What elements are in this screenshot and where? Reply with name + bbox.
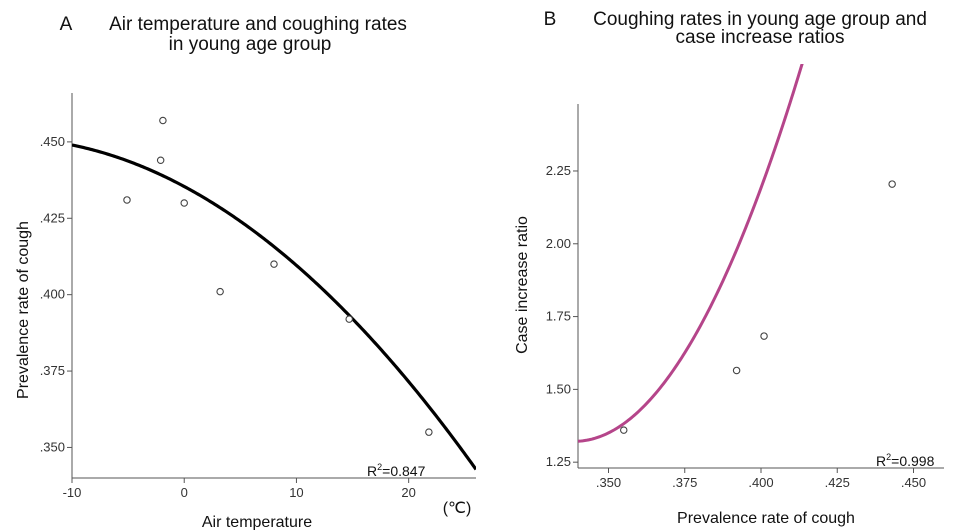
panel-b-y-tick-label: 1.25 — [546, 454, 571, 469]
panel-a-y-tick-label: .375 — [40, 363, 65, 378]
panel-b-plot: 1.25 1.50 1.75 2.00 2.25 .350 .375 .400 .425 .450 — [546, 64, 944, 490]
panel-b-x-tick-label: .375 — [672, 475, 697, 490]
panel-a-x-tick-label: 10 — [289, 485, 303, 500]
panel-a-data-point — [156, 156, 165, 164]
panel-a-letter: A — [60, 14, 73, 35]
panel-b-x-tick-label: .400 — [748, 475, 773, 490]
panel-b-title-line-1: Coughing rates in young age group and — [593, 9, 927, 30]
panel-a-y-tick-label: .400 — [40, 287, 65, 302]
panel-b-data-point — [760, 332, 768, 340]
panel-b-r-squared: R2=0.998 — [876, 452, 935, 469]
panel-a-x-tick-label: -10 — [63, 485, 82, 500]
panel-a-x-tick-label: 20 — [401, 485, 415, 500]
panel-a-data-point — [425, 428, 433, 436]
panel-b-letter: B — [544, 9, 557, 30]
panel-a: A Air temperature and coughing rates in … — [15, 14, 476, 530]
panel-a-title-line-1: Air temperature and coughing rates — [109, 14, 407, 35]
panel-b-x-tick-label: .350 — [596, 475, 621, 490]
panel-b-y-tick-label: 1.50 — [546, 381, 571, 396]
panel-a-y-tick-label: .425 — [40, 210, 65, 225]
panel-a-plot: .350 .375 .400 .425 .450 -10 0 10 20 — [40, 93, 476, 500]
panel-a-title-line-2: in young age group — [169, 34, 332, 55]
panel-b-y-axis-label: Case increase ratio — [514, 216, 531, 354]
panel-b: B Coughing rates in young age group and … — [514, 9, 944, 527]
panel-a-x-unit-label: (℃) — [443, 500, 472, 517]
panel-b-y-tick-label: 1.75 — [546, 309, 571, 324]
panel-b-x-axis-label: Prevalence rate of cough — [677, 510, 855, 527]
panel-b-data-point — [732, 366, 741, 375]
panel-b-y-tick-label: 2.25 — [546, 163, 571, 178]
panel-b-fit-curve — [578, 64, 804, 443]
panel-a-data-point — [345, 315, 353, 323]
panel-a-y-tick-label: .450 — [40, 134, 65, 149]
panel-a-data-point — [216, 287, 224, 296]
panel-a-fit-curve — [72, 143, 476, 471]
panel-b-title-line-2: case increase ratios — [676, 27, 845, 48]
panel-a-x-tick-label: 0 — [181, 485, 188, 500]
panel-a-y-axis-label: Prevalence rate of cough — [15, 221, 32, 399]
panel-b-y-tick-label: 2.00 — [546, 236, 571, 251]
panel-a-data-point — [180, 199, 188, 207]
panel-b-data-point — [888, 180, 896, 188]
panel-b-data-point — [619, 426, 628, 434]
panel-a-y-tick-label: .350 — [40, 439, 65, 454]
panel-a-x-axis-label: Air temperature — [202, 514, 312, 530]
panel-b-x-tick-label: .425 — [825, 475, 850, 490]
panel-a-r-squared: R2=0.847 — [367, 462, 426, 479]
panel-a-data-point — [270, 260, 278, 268]
panel-a-data-point — [159, 116, 167, 125]
panel-a-data-point — [123, 196, 131, 204]
panel-b-x-tick-label: .450 — [901, 475, 926, 490]
